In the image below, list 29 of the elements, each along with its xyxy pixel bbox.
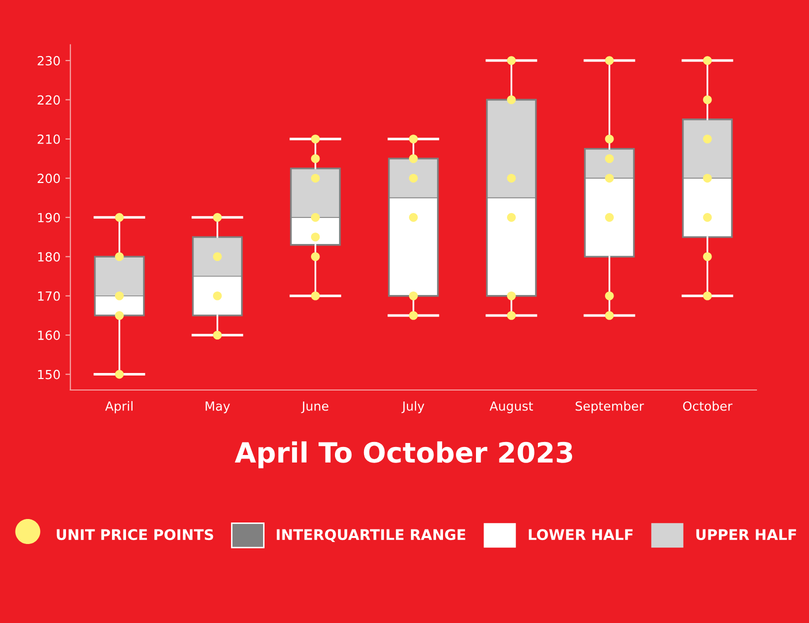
bar xyxy=(682,119,732,178)
bar xyxy=(486,100,536,198)
legend-label: UNIT PRICE POINTS xyxy=(56,529,214,540)
legend-label: UPPER HALF xyxy=(696,529,796,540)
x-tick-label: October xyxy=(683,401,732,411)
legend-label: LOWER HALF xyxy=(528,529,633,540)
y-tick-label: 230 xyxy=(38,56,60,66)
x-tick-label: September xyxy=(576,401,644,414)
y-tick-label: 190 xyxy=(38,212,60,222)
bar xyxy=(192,237,242,276)
x-tick-label: June xyxy=(301,401,328,414)
y-tick-label: 170 xyxy=(38,291,60,301)
y-tick-label: 180 xyxy=(38,252,60,262)
bar xyxy=(290,168,340,218)
bar xyxy=(388,198,438,296)
y-tick-label: 220 xyxy=(38,95,60,105)
x-tick-label: July xyxy=(402,401,424,414)
y-tick-label: 200 xyxy=(38,174,60,184)
y-tick-label: 210 xyxy=(38,134,60,144)
y-tick-label: 160 xyxy=(38,330,60,340)
bar xyxy=(94,256,144,296)
bar xyxy=(486,198,536,296)
bar xyxy=(388,158,438,198)
legend-label: INTERQUARTILE RANGE xyxy=(276,529,466,542)
x-tick-label: April xyxy=(105,401,132,414)
x-tick-label: May xyxy=(206,401,230,414)
y-tick-label: 150 xyxy=(38,370,60,380)
x-tick-label: August xyxy=(490,401,533,414)
text: April To October 2023 xyxy=(234,441,572,468)
